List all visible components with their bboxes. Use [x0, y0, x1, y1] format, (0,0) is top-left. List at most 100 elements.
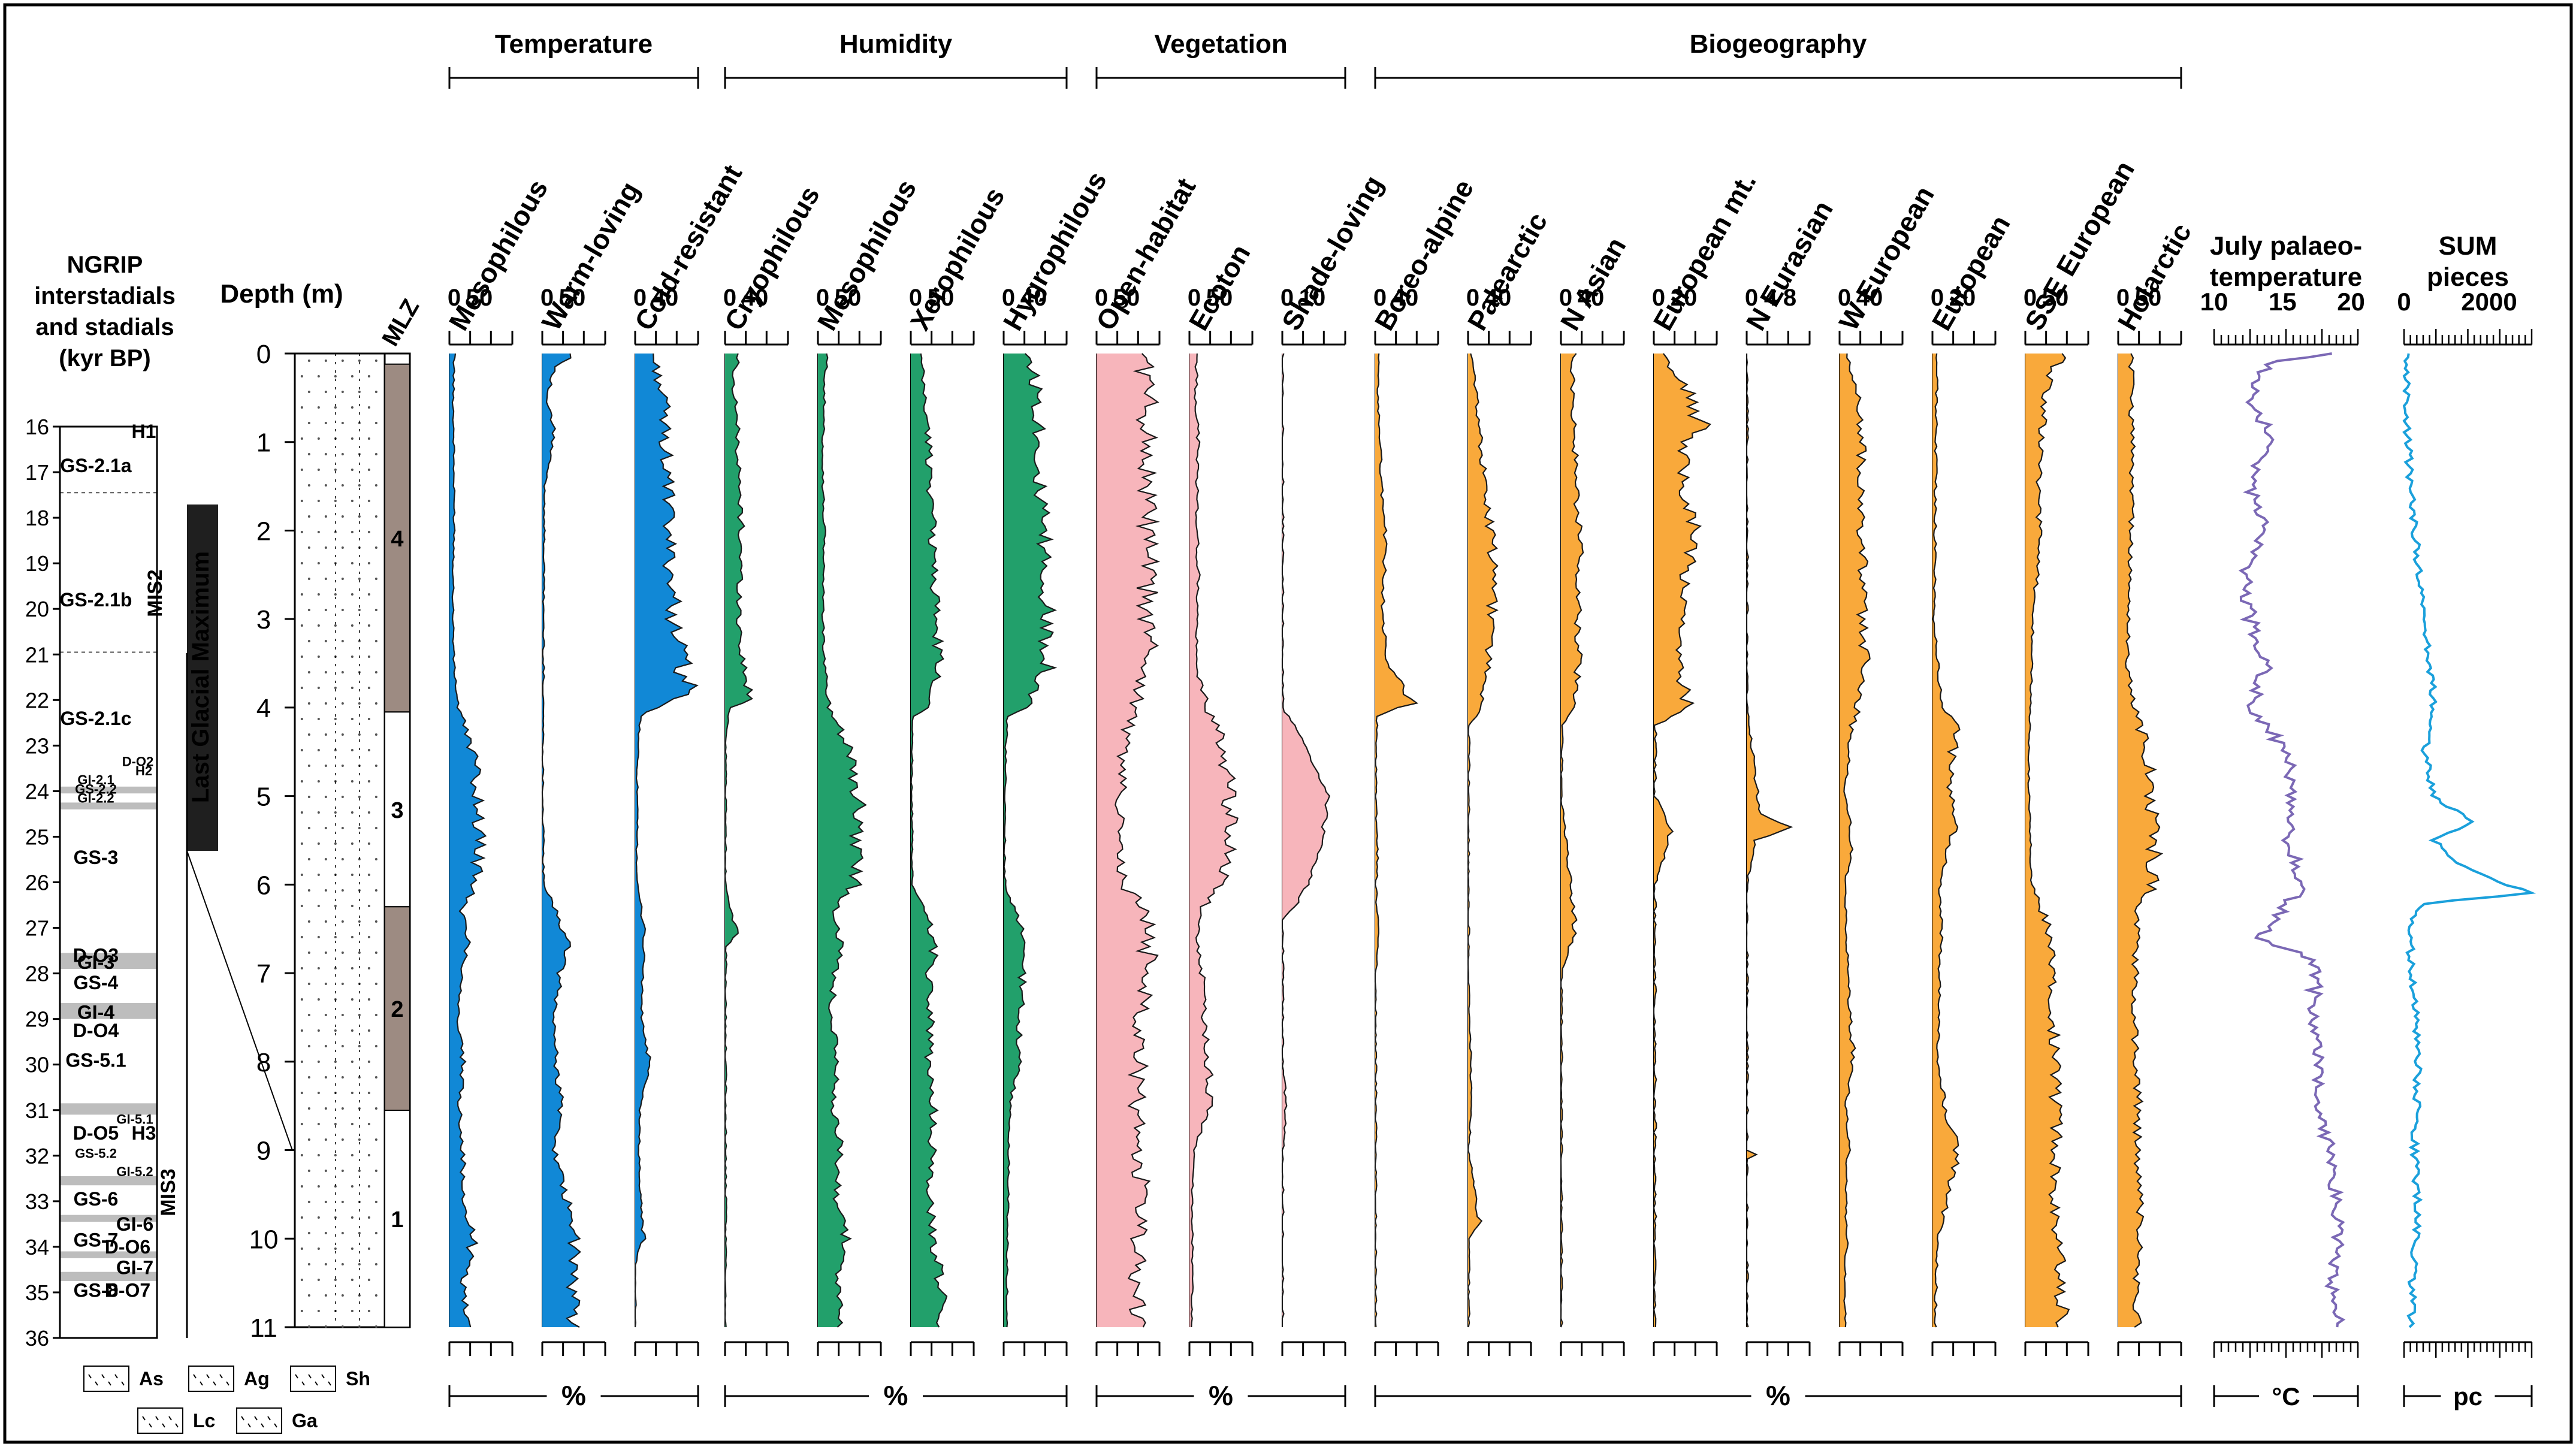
- curve-tick-label: 10: [2200, 288, 2228, 316]
- lithology-pattern-dot: [367, 905, 370, 907]
- series-tick-label: 0: [1559, 285, 1572, 311]
- lithology-pattern-dot: [334, 687, 337, 689]
- chronology-tick-label: 16: [25, 415, 49, 439]
- lithology-pattern-dot: [351, 655, 354, 658]
- series-tick-label: 50: [466, 285, 493, 311]
- lithology-pattern-dot: [351, 780, 354, 783]
- lithology-legend-pattern: [267, 1416, 271, 1421]
- lithology-pattern-dot: [351, 624, 354, 627]
- series-tick-label: 0: [1188, 285, 1201, 311]
- series-outline: [821, 353, 867, 1328]
- lithology-legend-swatch: [188, 1366, 234, 1392]
- lithology-pattern-dot: [307, 765, 310, 767]
- lithology-pattern-dot: [324, 1138, 327, 1141]
- series-tick-label: 0: [1838, 285, 1851, 311]
- mlz-zone: [384, 906, 410, 1111]
- lithology-pattern-dot: [300, 655, 303, 658]
- chronology-tick-label: 22: [25, 688, 49, 712]
- lithology-pattern-dot: [324, 391, 327, 393]
- series-outline: [1003, 353, 1058, 1328]
- curve-line: [2402, 353, 2536, 1328]
- lithology-pattern-dot: [367, 1310, 370, 1312]
- lithology-pattern-dot: [358, 827, 361, 829]
- lithology-pattern-dot: [358, 1014, 361, 1016]
- series-tick-label: 20: [1949, 285, 1976, 311]
- lithology-legend-pattern: [261, 1423, 264, 1428]
- lgm-label: Last Glacial Maximum: [188, 551, 214, 803]
- lithology-legend-label: Ag: [244, 1368, 270, 1389]
- lithology-pattern-dot: [358, 733, 361, 736]
- curve-unit-label: pc: [2453, 1382, 2483, 1410]
- chronology-stadial-band: [60, 1176, 157, 1186]
- lithology-pattern-dot: [317, 1247, 320, 1250]
- lithology-pattern-dot: [358, 1170, 361, 1172]
- lithology-column: [294, 352, 386, 1328]
- lithology-pattern-dot: [317, 1061, 320, 1063]
- lithology-legend-pattern: [295, 1374, 298, 1379]
- mis3-label: MIS3: [157, 1168, 180, 1216]
- series-area: [818, 354, 866, 1327]
- depth-tick-label: 6: [256, 871, 271, 900]
- depth-tick-label: 7: [256, 959, 271, 989]
- lithology-pattern-dot: [367, 1029, 370, 1032]
- lithology-pattern-dot: [351, 375, 354, 377]
- lithology-pattern-dot: [341, 360, 344, 362]
- lithology-pattern-dot: [367, 531, 370, 533]
- lithology-pattern-dot: [341, 640, 344, 642]
- lithology-pattern-dot: [334, 624, 337, 627]
- series-area: [2025, 354, 2069, 1327]
- mlz-zone-label: 2: [391, 997, 403, 1022]
- lithology-legend-pattern: [308, 1374, 312, 1379]
- lithology-pattern-dot: [367, 687, 370, 689]
- chronology-stage-label: GS-7: [74, 1230, 119, 1251]
- lithology-pattern-dot: [341, 1076, 344, 1079]
- series-tick-label: 50: [2135, 285, 2162, 311]
- lithology-pattern-dot: [324, 1170, 327, 1172]
- mlz-zone: [384, 363, 410, 713]
- lithology-pattern-dot: [300, 874, 303, 876]
- depth-tick-label: 0: [256, 340, 271, 369]
- chronology-stage-label: D-O7: [105, 1279, 150, 1301]
- series-european-mt-: European mt.0 20: [1647, 167, 1762, 1356]
- chronology-tick-label: 21: [25, 642, 49, 667]
- lithology-pattern-dot: [351, 1247, 354, 1250]
- lithology-pattern-dot: [324, 951, 327, 954]
- lithology-pattern-dot: [367, 967, 370, 969]
- lithology-pattern-dot: [341, 578, 344, 580]
- chronology-stage-label: GI-5.2: [116, 1164, 153, 1179]
- mlz-zone-label: 3: [391, 798, 403, 823]
- series-title: Holarctic: [2112, 218, 2197, 336]
- lithology-pattern-dot: [375, 578, 378, 580]
- chronology-tick-label: 29: [25, 1007, 49, 1032]
- series-title: Boreo-alpine: [1369, 174, 1480, 336]
- lithology-pattern-dot: [324, 702, 327, 705]
- lithology-pattern-dot: [307, 733, 310, 736]
- chronology-tick-label: 24: [25, 779, 49, 803]
- lithology-pattern-dot: [351, 437, 354, 440]
- series-title: Palearctic: [1461, 207, 1554, 336]
- lithology-pattern-dot: [367, 375, 370, 377]
- lithology-pattern-dot: [358, 391, 361, 393]
- lithology-pattern-dot: [341, 983, 344, 985]
- lithology-pattern-dot: [367, 749, 370, 751]
- lithology-legend-label: Sh: [346, 1368, 370, 1389]
- series-outline: [451, 353, 487, 1328]
- series-tick-label: 50: [835, 285, 862, 311]
- depth-tick-label: 3: [256, 605, 271, 635]
- lithology-pattern-dot: [351, 1216, 354, 1219]
- series-area: [1004, 354, 1055, 1327]
- series-tick-label: 40: [1578, 285, 1605, 311]
- lithology-pattern-dot: [324, 733, 327, 736]
- lithology-pattern-dot: [307, 360, 310, 362]
- lithology-pattern-dot: [351, 811, 354, 814]
- lithology-pattern-dot: [341, 1263, 344, 1265]
- series-outline: [541, 353, 581, 1328]
- series-title: Cryophilous: [718, 181, 826, 336]
- chronology-tick-label: 25: [25, 824, 49, 849]
- lithology-pattern-dot: [300, 437, 303, 440]
- series-tick-label: 40: [1020, 285, 1047, 311]
